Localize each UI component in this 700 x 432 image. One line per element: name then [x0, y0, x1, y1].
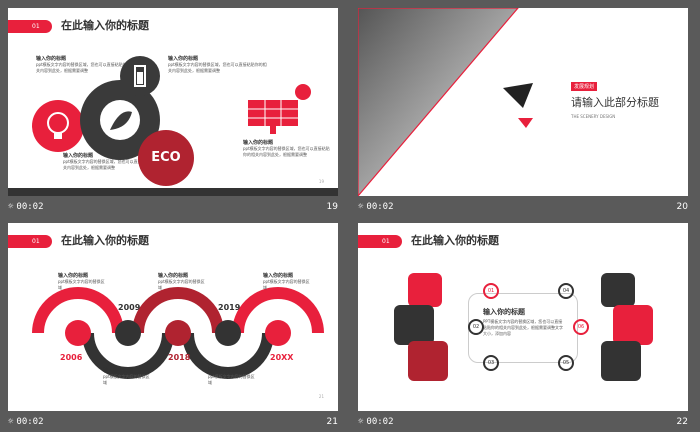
step-number: 01: [483, 283, 499, 299]
slide-number: 22: [676, 416, 688, 427]
slide-info-bar: ☼ 00:02 19: [2, 196, 344, 217]
section-heading: 请输入此部分标题: [571, 96, 659, 109]
timing: 00:02: [16, 416, 44, 427]
block-body: ppt模板文字内容的替换区域，您也可以直接粘贴你的相关内容到此处，根据需要调整: [243, 146, 330, 157]
share-icon-tile: [408, 341, 448, 381]
section-subtitle: THE SCENERY DESIGN: [571, 114, 616, 119]
step-number: 06: [573, 319, 589, 335]
timeline-text: 输入你的标题 ppt模板文字内容的替换区域: [208, 368, 255, 385]
eco-badge: ECO: [138, 130, 194, 186]
slide-canvas: 01 在此输入你的标题 输入你的标题 ppt模板文字内容的替换区域，您也可以直接…: [8, 8, 338, 196]
slide-number: 21: [326, 416, 338, 427]
timeline-text: 输入你的标题 ppt模板文字内容的替换区域: [158, 273, 205, 290]
slide-thumbnail-20[interactable]: 发展规划 请输入此部分标题 THE SCENERY DESIGN ☼ 00:02 …: [352, 2, 694, 217]
solar-panel-icon: [248, 84, 311, 134]
chat-icon-tile: [408, 273, 442, 307]
slide-info-bar: ☼ 00:02 20: [352, 196, 694, 217]
block-heading: 输入你的标题: [168, 56, 199, 62]
megaphone-icon-tile: [613, 305, 653, 345]
timing: 00:02: [366, 416, 394, 427]
center-body: PPT模板文字内容的替换区域，您也可以直接粘贴你的相关内容到此处，根据需要调整文…: [483, 319, 563, 336]
block-heading: 输入你的标题: [243, 140, 274, 146]
battery-icon: [134, 65, 146, 87]
flask-icon-tile: [601, 341, 641, 381]
slide-number: 20: [676, 201, 688, 212]
clock-icon: ☼: [8, 416, 14, 427]
section-badge: 发展规划: [571, 82, 598, 91]
slide-tag: 01: [8, 235, 52, 248]
text-block: 输入你的标题 ppt模板文字内容的替换区域，您也可以直接粘贴你的相关内容到此处，…: [168, 56, 268, 74]
slide-canvas: 发展规划 请输入此部分标题 THE SCENERY DESIGN: [358, 8, 688, 196]
slide-tag: 01: [8, 20, 52, 33]
step-number: 05: [558, 355, 574, 371]
slide-thumbnail-22[interactable]: 01 在此输入你的标题 输入你的标题 PPT模板文字内容的替换区域，您也可以直接…: [352, 217, 694, 432]
slide-title: 在此输入你的标题: [411, 234, 499, 247]
slide-thumbnail-21[interactable]: 01 在此输入你的标题 2006 2009 2018 2019 20XX 输入你…: [2, 217, 344, 432]
link-icon-tile: [601, 273, 635, 307]
clock-icon: ☼: [358, 416, 364, 427]
leaf-icon: [100, 100, 140, 140]
year-label: 2009: [118, 303, 141, 312]
block-body: ppt模板文字内容的替换区域，您也可以直接粘贴你的相关内容到此处，根据需要调整: [168, 62, 267, 73]
battery-icon-circle: [120, 56, 160, 96]
slide-tag: 01: [358, 235, 402, 248]
slide-canvas: 01 在此输入你的标题 2006 2009 2018 2019 20XX 输入你…: [8, 223, 338, 411]
timing: 00:02: [16, 201, 44, 212]
step-number: 02: [468, 319, 484, 335]
timeline-text: 输入你的标题 ppt模板文字内容的替换区域: [58, 273, 105, 290]
clock-icon: ☼: [8, 201, 14, 212]
footer-strip: [8, 188, 338, 196]
year-label: 2019: [218, 303, 241, 312]
timeline-arcs: [32, 287, 324, 379]
building-photo: [358, 8, 533, 196]
text-block: 输入你的标题 ppt模板文字内容的替换区域，您也可以直接粘贴你的相关内容到此处，…: [243, 140, 333, 158]
block-heading: 输入你的标题: [36, 56, 67, 62]
slide-thumbnail-19[interactable]: 01 在此输入你的标题 输入你的标题 ppt模板文字内容的替换区域，您也可以直接…: [2, 2, 344, 217]
block-body: ppt模板文字内容的替换区域，您也可以直接粘贴你的相关内容到此处，根据需要调整: [36, 62, 135, 73]
slide-number: 19: [326, 201, 338, 212]
bulb-icon-circle: [32, 100, 84, 152]
step-number: 03: [483, 355, 499, 371]
timing: 00:02: [366, 201, 394, 212]
year-label: 2006: [60, 353, 83, 362]
clock-icon: ☼: [358, 201, 364, 212]
timeline-text: 输入你的标题 ppt模板文字内容的替换区域: [263, 273, 310, 290]
block-body: ppt模板文字内容的替换区域，您也可以直接粘贴你的相关内容到此处，根据需要调整: [63, 159, 162, 170]
slide-info-bar: ☼ 00:02 21: [2, 411, 344, 432]
text-block: 输入你的标题 ppt模板文字内容的替换区域，您也可以直接粘贴你的相关内容到此处，…: [63, 153, 163, 171]
step-number: 04: [558, 283, 574, 299]
slide-title: 在此输入你的标题: [61, 234, 149, 247]
calendar-icon-tile: [394, 305, 434, 345]
block-heading: 输入你的标题: [63, 153, 94, 159]
year-label: 2018: [168, 353, 191, 362]
year-label: 20XX: [270, 353, 294, 362]
slide-info-bar: ☼ 00:02 22: [352, 411, 694, 432]
page-number: 21: [318, 394, 324, 399]
lightbulb-icon: [47, 112, 69, 139]
page-number: 19: [318, 179, 324, 184]
slide-title: 在此输入你的标题: [61, 19, 149, 32]
center-heading: 输入你的标题: [483, 308, 525, 316]
text-block: 输入你的标题 ppt模板文字内容的替换区域，您也可以直接粘贴你的相关内容到此处，…: [36, 56, 136, 74]
slide-canvas: 01 在此输入你的标题 输入你的标题 PPT模板文字内容的替换区域，您也可以直接…: [358, 223, 688, 411]
timeline-text: 输入你的标题 ppt模板文字内容的替换区域: [103, 368, 150, 385]
